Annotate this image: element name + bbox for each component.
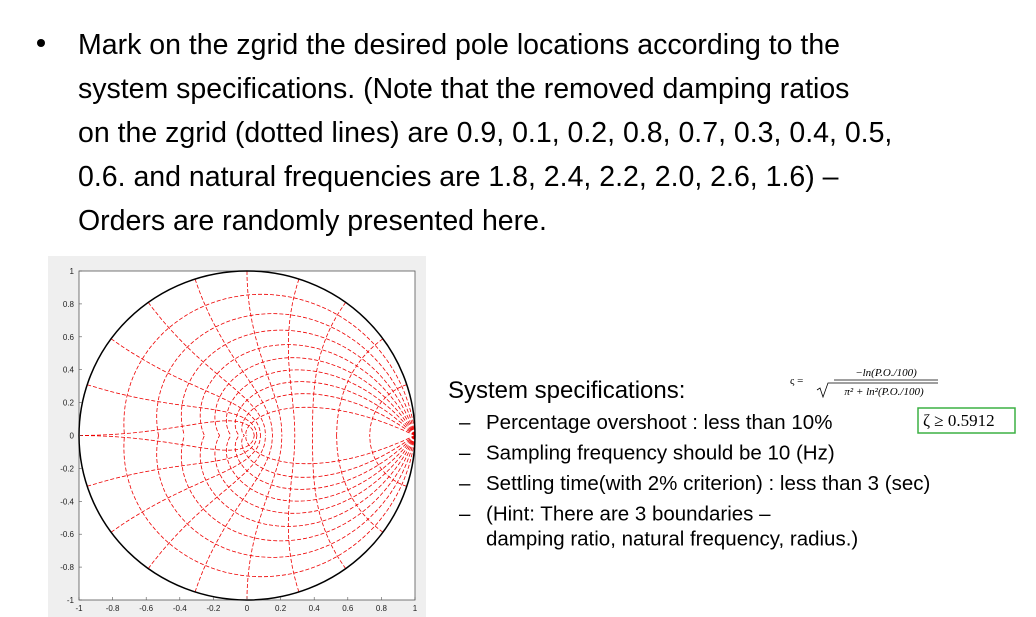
bullet-line: on the zgrid (dotted lines) are 0.9, 0.1…: [78, 117, 892, 149]
frequency-curve: [287, 435, 300, 593]
spec-text: Settling time(with 2% criterion) : less …: [486, 472, 930, 495]
spec-text: damping ratio, natural frequency, radius…: [486, 528, 858, 551]
x-tick-label: -0.4: [173, 604, 187, 613]
y-tick-label: 0: [70, 432, 75, 441]
spec-text: Sampling frequency should be 10 (Hz): [486, 442, 835, 465]
result-box: [917, 407, 1016, 434]
damping-curve: [180, 435, 416, 542]
frequency-curve: [147, 435, 266, 569]
zgrid: [78, 271, 416, 600]
frequency-curve: [194, 435, 273, 593]
formula-result: ζ ≥ 0.5912: [923, 411, 995, 430]
frequency-curve: [246, 435, 283, 600]
x-tick-label: -1: [75, 604, 83, 613]
y-tick-label: 0.8: [63, 300, 75, 309]
damping-curve: [245, 406, 416, 436]
frequency-curve: [110, 338, 261, 436]
y-tick-label: 1: [70, 267, 75, 276]
y-tick-label: 0.2: [63, 399, 75, 408]
spec-marker: –: [459, 503, 471, 526]
frequency-curve: [287, 278, 300, 436]
spec-text: Percentage overshoot : less than 10%: [486, 411, 832, 434]
damping-curve: [226, 435, 416, 502]
spec-text: (Hint: There are 3 boundaries –: [486, 503, 771, 526]
frequency-curve: [194, 278, 273, 436]
bullet-line: system specifications. (Note that the re…: [78, 73, 849, 105]
spec-marker: –: [459, 442, 471, 465]
frequency-curve: [147, 302, 266, 436]
x-tick-label: 0.6: [342, 604, 354, 613]
y-tick-label: -0.2: [60, 464, 74, 473]
y-tick-label: -0.8: [60, 563, 74, 572]
spec-marker: –: [459, 472, 471, 495]
formula-numerator: −ln(P.O./100): [855, 367, 917, 379]
frequency-curve: [87, 435, 258, 487]
y-tick-label: 0.4: [63, 366, 75, 375]
bullet-line: 0.6. and natural frequencies are 1.8, 2.…: [78, 161, 839, 193]
spec-marker: –: [459, 411, 471, 434]
bullet-dot: [37, 39, 45, 47]
frequency-curve: [369, 384, 407, 436]
damping-curve: [199, 344, 416, 436]
frequency-curve: [246, 271, 283, 436]
damping-curve: [214, 357, 416, 436]
y-tick-label: -0.6: [60, 530, 74, 539]
damping-curve: [241, 435, 416, 478]
frequency-curve: [110, 435, 261, 533]
frequency-curve: [369, 435, 407, 487]
bullet-line: Mark on the zgrid the desired pole locat…: [78, 29, 840, 61]
damping-curve: [241, 393, 416, 436]
damping-curve: [245, 435, 416, 465]
x-tick-label: -0.6: [139, 604, 153, 613]
formula-lhs: ς =: [790, 375, 803, 387]
y-tick-label: -0.4: [60, 497, 74, 506]
y-tick-label: 0.6: [63, 333, 75, 342]
damping-curve: [123, 293, 416, 436]
frequency-curve: [312, 435, 347, 569]
bullet-line: Orders are randomly presented here.: [78, 205, 547, 237]
formula-denominator: π² + ln²(P.O./100): [844, 386, 924, 398]
frequency-curve: [78, 420, 255, 436]
x-tick-label: 0.8: [376, 604, 388, 613]
frequency-curve: [87, 384, 258, 436]
frequency-curve: [312, 302, 347, 436]
damping-curve: [123, 435, 416, 578]
damping-curve: [199, 435, 416, 527]
radical: [816, 382, 938, 399]
damping-curve: [214, 435, 416, 514]
damping-curve: [226, 369, 416, 436]
x-tick-label: 0: [245, 604, 250, 613]
damping-curve: [156, 313, 416, 436]
frequency-curve: [78, 435, 255, 451]
x-tick-label: 0.4: [309, 604, 321, 613]
y-tick-label: -1: [67, 596, 75, 605]
damping-curve: [156, 435, 416, 558]
x-tick-label: -0.8: [106, 604, 120, 613]
x-tick-label: -0.2: [207, 604, 221, 613]
specs-title: System specifications:: [448, 377, 685, 404]
damping-curve: [180, 329, 416, 436]
x-tick-label: 0.2: [275, 604, 287, 613]
x-tick-label: 1: [413, 604, 418, 613]
